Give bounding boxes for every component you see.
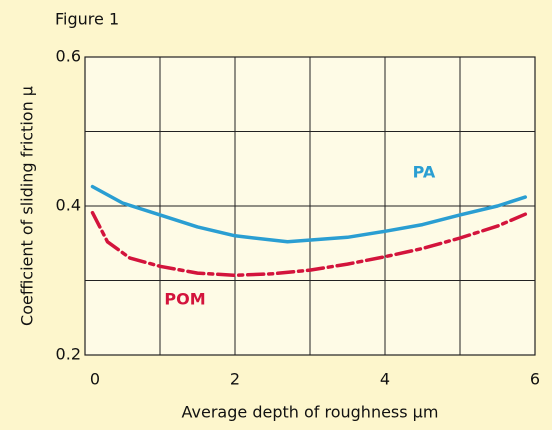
y-tick-label: 0.2	[56, 345, 81, 364]
chart-title: Figure 1	[55, 10, 119, 29]
x-tick-label: 6	[530, 370, 540, 389]
line-series	[90, 184, 528, 244]
x-tick-label: 2	[230, 370, 240, 389]
x-axis-label: Average depth of roughness µm	[182, 403, 439, 422]
series-label: POM	[164, 290, 205, 309]
x-tick-label: 0	[90, 370, 100, 389]
y-tick-label: 0.6	[56, 47, 81, 66]
series-label: PA	[413, 163, 436, 182]
x-tick-label: 4	[380, 370, 390, 389]
y-axis-label: Coefficient of sliding friction µ	[18, 86, 37, 326]
y-tick-label: 0.4	[56, 196, 81, 215]
line-series	[90, 210, 528, 278]
plot-frame	[84, 56, 536, 356]
